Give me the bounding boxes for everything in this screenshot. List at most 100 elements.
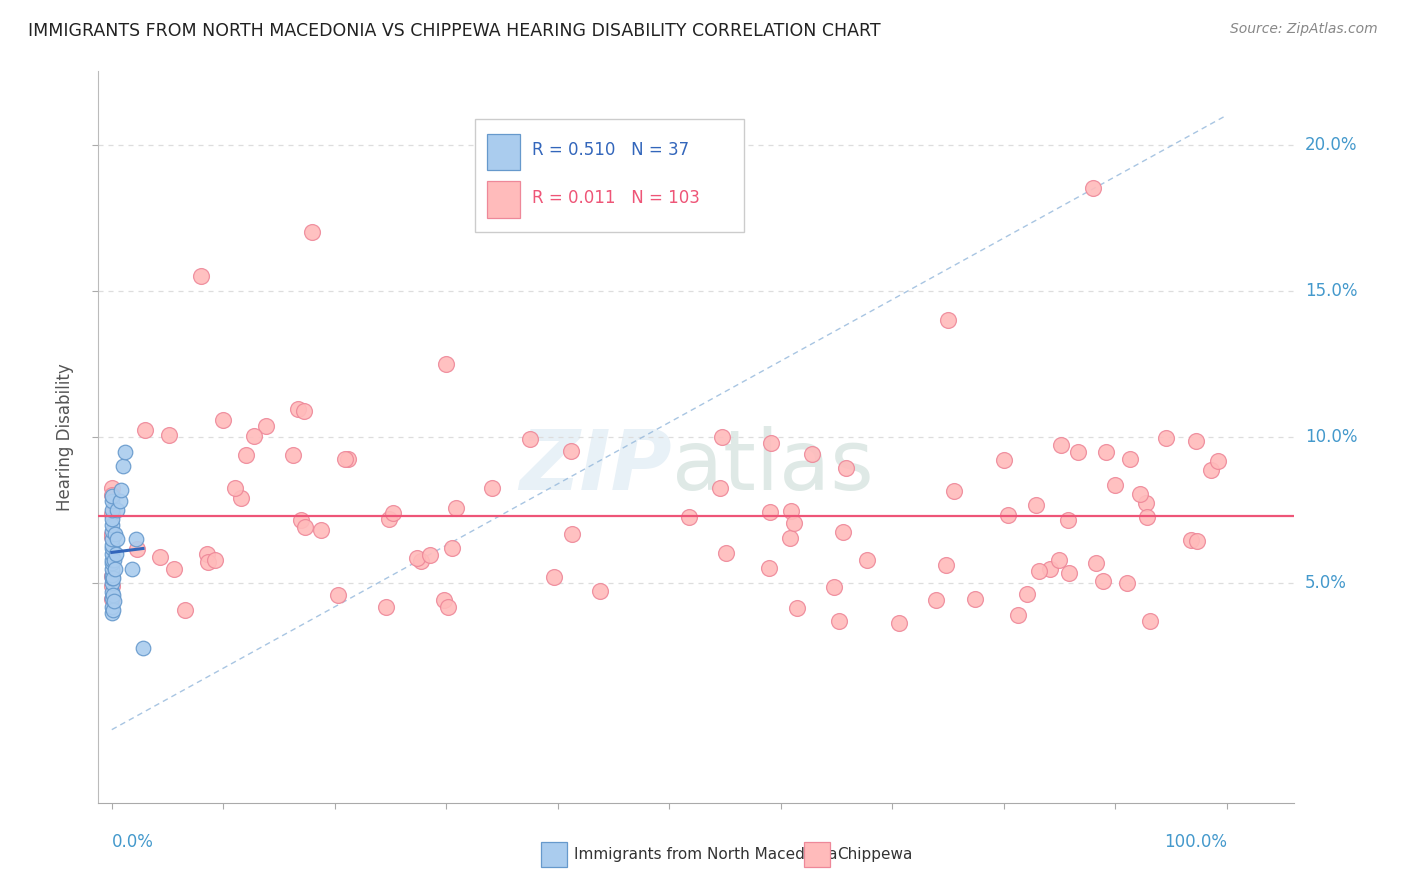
Point bbox=[936, 313, 959, 327]
Point bbox=[101, 606, 124, 620]
Point bbox=[786, 601, 808, 615]
Point bbox=[229, 491, 252, 505]
Point bbox=[1094, 444, 1116, 458]
Point bbox=[104, 526, 127, 541]
Point bbox=[758, 561, 780, 575]
Point bbox=[174, 602, 197, 616]
Point bbox=[101, 576, 124, 591]
Point bbox=[204, 552, 226, 566]
Point bbox=[1180, 533, 1202, 547]
Point bbox=[1025, 498, 1047, 512]
Text: atlas: atlas bbox=[672, 425, 873, 507]
Point bbox=[1136, 509, 1159, 524]
Point bbox=[779, 531, 801, 545]
Point bbox=[105, 547, 128, 561]
Point bbox=[101, 482, 124, 496]
Point bbox=[1187, 533, 1209, 548]
Point bbox=[103, 553, 125, 567]
Point bbox=[832, 525, 855, 540]
Point bbox=[101, 526, 124, 541]
Point bbox=[157, 428, 180, 442]
Point bbox=[190, 269, 212, 284]
Point bbox=[828, 614, 851, 628]
Text: Immigrants from North Macedonia: Immigrants from North Macedonia bbox=[574, 847, 838, 862]
Point bbox=[1199, 463, 1222, 477]
Point bbox=[589, 583, 612, 598]
Point bbox=[110, 483, 132, 497]
Point bbox=[101, 599, 124, 614]
Point bbox=[105, 503, 128, 517]
Point bbox=[287, 402, 309, 417]
Point bbox=[543, 570, 565, 584]
Point bbox=[224, 481, 246, 495]
Bar bbox=[804, 841, 830, 867]
Point bbox=[1091, 574, 1114, 588]
Point bbox=[101, 533, 124, 547]
Point bbox=[149, 549, 172, 564]
Point bbox=[101, 494, 124, 508]
Bar bbox=[541, 841, 567, 867]
Point bbox=[132, 640, 155, 655]
Point bbox=[104, 562, 127, 576]
Point bbox=[101, 541, 124, 556]
Point bbox=[783, 516, 806, 530]
Point bbox=[1206, 454, 1229, 468]
Point bbox=[1028, 564, 1050, 578]
Point bbox=[281, 448, 304, 462]
Point bbox=[290, 513, 312, 527]
Point bbox=[212, 413, 235, 427]
Point bbox=[1135, 496, 1157, 510]
Point bbox=[111, 459, 134, 474]
Point bbox=[254, 419, 277, 434]
Point bbox=[101, 517, 124, 532]
Point bbox=[993, 453, 1015, 467]
Point bbox=[101, 588, 124, 602]
Point bbox=[105, 533, 128, 547]
Point bbox=[101, 579, 124, 593]
Point bbox=[292, 403, 315, 417]
Point bbox=[678, 510, 700, 524]
Text: IMMIGRANTS FROM NORTH MACEDONIA VS CHIPPEWA HEARING DISABILITY CORRELATION CHART: IMMIGRANTS FROM NORTH MACEDONIA VS CHIPP… bbox=[28, 22, 880, 40]
Point bbox=[101, 570, 124, 584]
Point bbox=[801, 447, 824, 461]
Point bbox=[1007, 607, 1029, 622]
Text: Source: ZipAtlas.com: Source: ZipAtlas.com bbox=[1230, 22, 1378, 37]
Point bbox=[709, 481, 731, 495]
Point bbox=[101, 567, 124, 582]
Point bbox=[382, 506, 405, 520]
Point bbox=[1116, 576, 1139, 591]
Point bbox=[108, 494, 131, 508]
Point bbox=[294, 519, 316, 533]
Point bbox=[235, 448, 257, 462]
Point bbox=[1047, 553, 1070, 567]
Point bbox=[197, 547, 219, 561]
Point bbox=[301, 225, 323, 239]
Point bbox=[101, 538, 124, 552]
Point bbox=[1039, 562, 1062, 576]
Point bbox=[1067, 444, 1090, 458]
Point bbox=[101, 524, 124, 538]
Point bbox=[1081, 181, 1104, 195]
Point bbox=[444, 500, 467, 515]
Point bbox=[101, 489, 124, 503]
Point bbox=[101, 585, 124, 599]
Point bbox=[1129, 486, 1152, 500]
Point bbox=[103, 594, 125, 608]
Point bbox=[125, 541, 148, 556]
Point bbox=[1118, 452, 1140, 467]
Point bbox=[101, 603, 124, 617]
Point bbox=[101, 570, 124, 584]
Point bbox=[328, 588, 350, 602]
Point bbox=[101, 592, 124, 607]
Point bbox=[1085, 556, 1108, 570]
Text: 10.0%: 10.0% bbox=[1305, 428, 1357, 446]
Point bbox=[121, 562, 143, 576]
Point bbox=[101, 530, 124, 544]
Text: 5.0%: 5.0% bbox=[1305, 574, 1347, 592]
Point bbox=[710, 430, 733, 444]
Point bbox=[114, 444, 136, 458]
Point bbox=[1154, 431, 1177, 445]
Point bbox=[440, 541, 463, 555]
Point bbox=[1104, 478, 1126, 492]
Point bbox=[405, 551, 427, 566]
